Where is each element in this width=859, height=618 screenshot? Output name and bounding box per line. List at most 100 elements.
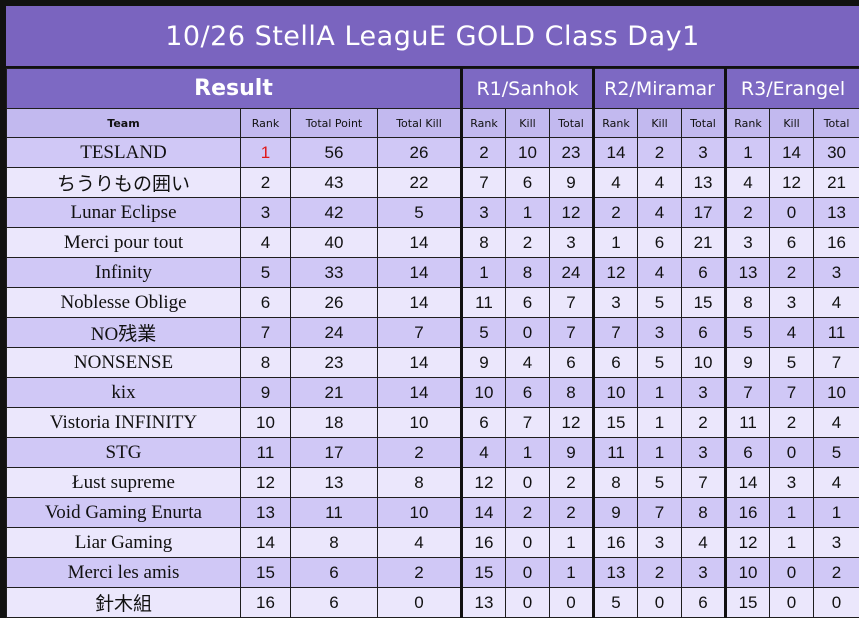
total-kill-cell: 14: [377, 347, 462, 378]
total-kill-cell: 14: [377, 257, 462, 288]
rank-cell: 8: [240, 347, 291, 378]
table-row: Infinity 5 33 14 1 8 24 12 4 6 13 2 3: [6, 257, 859, 288]
r1-total-cell: 3: [548, 227, 595, 258]
column-header-total-point: Total Point: [290, 108, 378, 138]
r1-total-cell: 9: [548, 167, 595, 198]
team-cell: kix: [6, 377, 241, 408]
r1-total-cell: 12: [548, 197, 595, 228]
table-row: Lunar Eclipse 3 42 5 3 1 12 2 4 17 2 0 13: [6, 197, 859, 228]
r3-kill-cell: 4: [769, 317, 815, 348]
team-cell: NO残業: [6, 317, 241, 348]
column-header-r3-kill: Kill: [769, 108, 815, 138]
table-row: Łust supreme 12 13 8 12 0 2 8 5 7 14 3 4: [6, 467, 859, 498]
r1-rank-cell: 15: [460, 557, 506, 588]
r1-kill-cell: 0: [505, 557, 550, 588]
r3-rank-cell: 6: [724, 437, 771, 468]
r1-rank-cell: 4: [460, 437, 506, 468]
r2-total-cell: 4: [681, 527, 727, 558]
table-row: Vistoria INFINITY 10 18 10 6 7 12 15 1 2 11 2 4: [6, 407, 859, 438]
r3-kill-cell: 2: [769, 257, 815, 288]
total-kill-cell: 2: [377, 557, 462, 588]
team-cell: Infinity: [6, 257, 241, 288]
r3-rank-cell: 11: [724, 407, 771, 438]
r3-kill-cell: 1: [769, 497, 815, 528]
r1-total-cell: 1: [548, 557, 595, 588]
total-kill-cell: 10: [377, 407, 462, 438]
r1-rank-cell: 7: [460, 167, 506, 198]
rank-cell: 1: [240, 137, 291, 168]
r2-kill-cell: 3: [637, 317, 683, 348]
team-cell: ちうりもの囲い: [6, 167, 241, 198]
rank-cell: 10: [240, 407, 291, 438]
r1-rank-cell: 5: [460, 317, 506, 348]
r2-rank-cell: 7: [592, 317, 639, 348]
table-row: Merci pour tout 4 40 14 8 2 3 1 6 21 3 6 16: [6, 227, 859, 258]
total-kill-cell: 14: [377, 377, 462, 408]
table-row: Noblesse Oblige 6 26 14 11 6 7 3 5 15 8 3 4: [6, 287, 859, 318]
r1-rank-cell: 8: [460, 227, 506, 258]
total-kill-cell: 26: [377, 137, 462, 168]
r3-rank-cell: 16: [724, 497, 771, 528]
r2-rank-cell: 3: [592, 287, 639, 318]
r1-total-cell: 9: [548, 437, 595, 468]
r3-kill-cell: 0: [769, 587, 815, 618]
column-header-team: Team: [6, 108, 241, 138]
r2-rank-cell: 16: [592, 527, 639, 558]
r3-total-cell: 4: [813, 287, 859, 318]
total-point-cell: 11: [290, 497, 378, 528]
result-header: Result: [6, 68, 462, 109]
r2-total-cell: 3: [681, 377, 727, 408]
total-point-cell: 26: [290, 287, 378, 318]
total-point-cell: 21: [290, 377, 378, 408]
r2-rank-cell: 2: [592, 197, 639, 228]
column-header-r1-total: Total: [548, 108, 595, 138]
total-point-cell: 56: [290, 137, 378, 168]
rank-cell: 14: [240, 527, 291, 558]
r1-kill-cell: 6: [505, 287, 550, 318]
r1-kill-cell: 0: [505, 467, 550, 498]
r1-total-cell: 1: [548, 527, 595, 558]
r3-rank-cell: 8: [724, 287, 771, 318]
r2-rank-cell: 12: [592, 257, 639, 288]
r2-kill-cell: 1: [637, 407, 683, 438]
page-title: 10/26 StellA LeaguE GOLD Class Day1: [6, 6, 859, 66]
r2-total-cell: 3: [681, 437, 727, 468]
r1-kill-cell: 6: [505, 167, 550, 198]
r2-rank-cell: 6: [592, 347, 639, 378]
r3-kill-cell: 1: [769, 527, 815, 558]
r2-total-cell: 7: [681, 467, 727, 498]
r1-total-cell: 0: [548, 587, 595, 618]
r3-total-cell: 3: [813, 527, 859, 558]
table-row: kix 9 21 14 10 6 8 10 1 3 7 7 10: [6, 377, 859, 408]
r1-total-cell: 6: [548, 347, 595, 378]
r2-kill-cell: 1: [637, 377, 683, 408]
r3-total-cell: 30: [813, 137, 859, 168]
r2-rank-cell: 8: [592, 467, 639, 498]
team-cell: Merci les amis: [6, 557, 241, 588]
r1-rank-cell: 13: [460, 587, 506, 618]
r2-total-cell: 3: [681, 557, 727, 588]
r2-total-cell: 3: [681, 137, 727, 168]
r3-total-cell: 3: [813, 257, 859, 288]
round-header-r1: R1/Sanhok: [459, 68, 595, 109]
r3-rank-cell: 12: [724, 527, 771, 558]
r1-kill-cell: 7: [505, 407, 550, 438]
r2-kill-cell: 3: [637, 527, 683, 558]
r2-kill-cell: 4: [637, 257, 683, 288]
r3-total-cell: 5: [813, 437, 859, 468]
rank-cell: 12: [240, 467, 291, 498]
total-kill-cell: 0: [377, 587, 462, 618]
column-header-rank: Rank: [240, 108, 291, 138]
table-row: TESLAND 1 56 26 2 10 23 14 2 3 1 14 30: [6, 137, 859, 168]
rank-cell: 5: [240, 257, 291, 288]
column-header-total-kill: Total Kill: [377, 108, 462, 138]
total-kill-cell: 14: [377, 287, 462, 318]
r2-total-cell: 8: [681, 497, 727, 528]
total-kill-cell: 22: [377, 167, 462, 198]
r2-total-cell: 2: [681, 407, 727, 438]
r2-rank-cell: 5: [592, 587, 639, 618]
r1-kill-cell: 4: [505, 347, 550, 378]
team-cell: Void Gaming Enurta: [6, 497, 241, 528]
r2-total-cell: 6: [681, 587, 727, 618]
r1-kill-cell: 1: [505, 437, 550, 468]
